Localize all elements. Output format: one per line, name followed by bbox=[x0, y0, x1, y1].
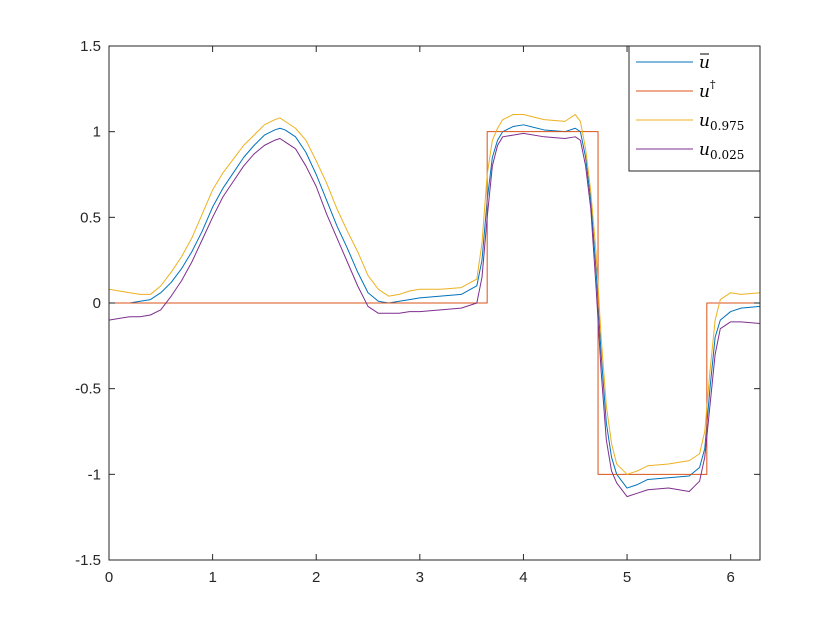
x-tick-label: 5 bbox=[623, 569, 631, 586]
x-tick-label: 1 bbox=[208, 569, 216, 586]
legend-label-u975: u bbox=[699, 111, 710, 131]
series-line-u025 bbox=[108, 132, 761, 498]
series-line-ubar bbox=[109, 124, 761, 489]
y-tick-label: -1.5 bbox=[75, 552, 101, 569]
y-tick-label: 1 bbox=[93, 124, 101, 141]
x-tick-label: 4 bbox=[519, 569, 527, 586]
y-tick-label: -0.5 bbox=[75, 381, 101, 398]
ticks-layer: 0 1 2 3 4 5 6 1.5 1 0.5 0 -0.5 -1 -1.5 bbox=[75, 38, 760, 586]
legend-label-ubar: u bbox=[699, 53, 710, 73]
legend-label-u025: u bbox=[699, 140, 710, 160]
x-tick-label: 2 bbox=[312, 569, 320, 586]
legend-box bbox=[628, 45, 761, 172]
series-line-udagger bbox=[109, 131, 760, 475]
legend-subscript-u025: 0.025 bbox=[710, 148, 744, 162]
x-tick-label: 6 bbox=[726, 569, 734, 586]
series-layer bbox=[108, 114, 761, 498]
legend-label-udagger: u bbox=[699, 82, 710, 102]
legend-dagger-glyph: † bbox=[710, 78, 716, 91]
x-tick-label: 0 bbox=[105, 569, 113, 586]
y-tick-label: -1 bbox=[88, 466, 101, 483]
legend-subscript-u975: 0.975 bbox=[710, 119, 744, 133]
y-tick-label: 0.5 bbox=[80, 209, 101, 226]
y-tick-label: 1.5 bbox=[80, 38, 101, 55]
y-tick-label: 0 bbox=[93, 295, 101, 312]
series-line-u975 bbox=[108, 114, 761, 475]
x-tick-label: 3 bbox=[416, 569, 424, 586]
